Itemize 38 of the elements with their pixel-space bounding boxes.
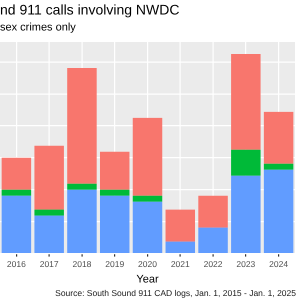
bar <box>264 164 294 170</box>
bar <box>132 118 162 196</box>
bar <box>2 158 32 190</box>
bar <box>67 184 97 190</box>
x-tick-label: 2020 <box>138 259 158 270</box>
bar <box>2 190 32 196</box>
bar <box>34 216 64 253</box>
x-tick-label: 2022 <box>204 259 223 270</box>
x-tick-label: 2016 <box>6 259 26 270</box>
x-tick-label: 2021 <box>170 259 190 270</box>
chart-subtitle: sex crimes only <box>0 21 76 34</box>
bar <box>67 68 97 184</box>
bar <box>198 228 228 253</box>
bar <box>67 190 97 253</box>
bar <box>198 196 228 228</box>
bar <box>100 196 130 253</box>
x-tick-label: 2024 <box>269 259 288 270</box>
bar <box>264 112 294 164</box>
bar <box>132 202 162 253</box>
bar <box>2 196 32 253</box>
x-tick-label: 2023 <box>236 259 256 270</box>
bar <box>132 196 162 202</box>
bar <box>34 210 64 216</box>
x-tick-label: 2019 <box>105 259 124 270</box>
bar <box>34 146 64 210</box>
bar <box>264 170 294 253</box>
x-axis-title: Year <box>136 273 159 286</box>
bar <box>231 54 261 150</box>
chart-title: nd 911 calls involving NWDC <box>0 1 180 18</box>
bar <box>166 242 196 253</box>
x-tick-label: 2017 <box>40 259 59 270</box>
x-tick-label: 2018 <box>72 259 92 270</box>
bar <box>100 190 130 196</box>
bar <box>231 150 261 176</box>
source-note: Source: South Sound 911 CAD logs, Jan. 1, 2015 - Jan. 1, 2025 <box>55 288 296 298</box>
bar <box>166 210 196 242</box>
bar <box>100 152 130 190</box>
bar <box>231 176 261 253</box>
